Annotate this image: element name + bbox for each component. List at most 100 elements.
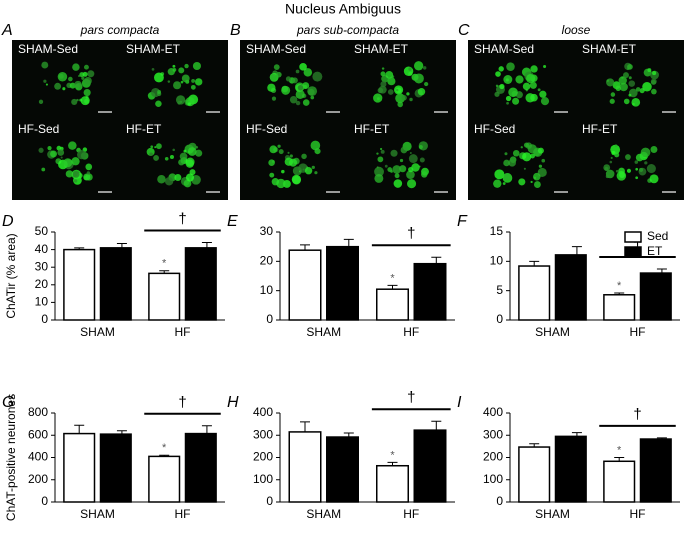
cell-body <box>614 144 618 147</box>
significance-dagger: † <box>633 237 641 254</box>
cell-body <box>628 76 632 80</box>
cell-body <box>57 149 65 156</box>
cell-body <box>417 88 426 96</box>
cell-body <box>187 102 191 106</box>
bar <box>99 433 132 503</box>
cell-body <box>635 153 644 162</box>
panel-label: F <box>457 213 468 230</box>
cell-body <box>642 81 652 92</box>
cell-body <box>195 78 203 86</box>
cell-body <box>615 169 619 173</box>
cell-body <box>396 88 399 92</box>
cell-body <box>172 148 175 152</box>
cell-body <box>421 171 428 178</box>
cell-body <box>523 142 530 148</box>
error-bar <box>614 457 625 462</box>
cell-body <box>603 164 611 171</box>
y-tick-label: 300 <box>253 427 273 441</box>
cell-body <box>178 67 185 74</box>
cell-body <box>506 62 515 71</box>
cell-body <box>153 155 160 161</box>
cell-body <box>278 149 284 155</box>
cell-body <box>409 97 413 102</box>
cell-body <box>151 67 155 71</box>
cell-body <box>626 168 632 173</box>
bar <box>413 262 447 321</box>
bar <box>603 294 636 321</box>
significance-star: * <box>162 258 167 270</box>
cell-body <box>297 84 304 91</box>
bar <box>148 272 181 321</box>
cell-body <box>195 149 203 157</box>
cell-body <box>164 177 174 186</box>
x-tick-label: HF <box>403 325 419 339</box>
error-bar <box>571 246 582 255</box>
cell-body <box>83 64 89 70</box>
cell-body <box>512 149 520 157</box>
cell-body <box>181 74 190 83</box>
cell-body <box>78 74 81 78</box>
cell-body <box>401 95 407 101</box>
cell-body <box>508 87 518 98</box>
cell-body <box>605 174 610 179</box>
x-tick-label: HF <box>630 325 646 339</box>
cell-body <box>408 67 412 71</box>
cell-body <box>623 98 630 105</box>
cell-body <box>284 157 294 166</box>
cell-body <box>632 102 635 106</box>
cell-body <box>627 64 633 70</box>
y-tick-label: 30 <box>260 224 274 238</box>
cell-body <box>533 181 541 188</box>
cell-body <box>413 61 424 71</box>
panel-subtitle: pars sub-compacta <box>296 23 399 37</box>
cell-body <box>537 170 541 173</box>
y-tick-label: 10 <box>35 295 49 309</box>
y-tick-label: 20 <box>35 277 49 291</box>
cell-body <box>380 149 385 154</box>
y-tick-label: 40 <box>35 242 49 256</box>
cell-body <box>276 71 282 78</box>
bar <box>639 272 672 321</box>
cell-body <box>400 146 408 154</box>
y-tick-label: 0 <box>496 312 503 326</box>
error-bar <box>571 432 582 437</box>
cell-body <box>527 144 537 154</box>
error-bar <box>529 260 540 267</box>
bar <box>148 455 181 503</box>
cell-body <box>191 78 196 83</box>
bar <box>99 247 132 321</box>
cell-body <box>397 101 403 108</box>
cell-body <box>82 71 88 77</box>
error-bar <box>387 461 398 466</box>
cell-body <box>406 92 410 96</box>
x-tick-label: HF <box>175 507 191 521</box>
cell-body <box>307 86 318 97</box>
cell-body <box>407 179 417 189</box>
cell-body <box>538 164 543 168</box>
cell-body <box>504 152 508 156</box>
cell-body <box>406 170 415 180</box>
cell-body <box>384 164 388 168</box>
cell-body <box>651 79 657 85</box>
cell-body <box>609 98 615 104</box>
y-tick-label: 400 <box>253 405 273 419</box>
cell-body <box>390 149 398 157</box>
cell-body <box>302 82 310 90</box>
y-tick-label: 200 <box>253 450 273 464</box>
cell-body <box>268 159 275 167</box>
cell-body <box>505 95 512 102</box>
micrograph-label: HF-Sed <box>18 122 59 136</box>
y-tick-label: 10 <box>260 283 274 297</box>
legend-label: ET <box>647 244 663 258</box>
significance-star: * <box>617 444 622 456</box>
micrograph-label: SHAM-ET <box>582 42 637 56</box>
panel-label: C <box>458 22 470 39</box>
cell-body <box>167 80 171 83</box>
cell-body <box>533 172 541 181</box>
cell-body <box>38 147 44 153</box>
cell-body <box>81 76 85 80</box>
cell-body <box>380 71 386 77</box>
cell-body <box>310 140 321 151</box>
significance-dagger: † <box>407 389 415 406</box>
cell-body <box>399 158 404 163</box>
